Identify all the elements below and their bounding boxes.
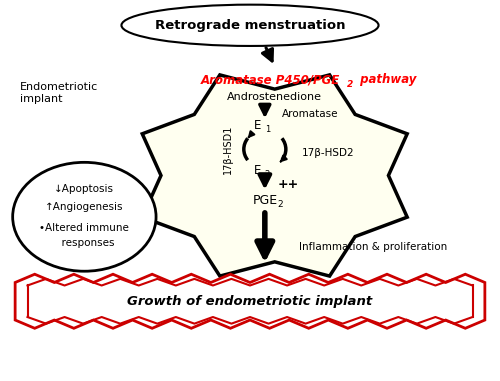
Text: 2: 2 [348,80,354,89]
Ellipse shape [122,5,378,46]
Text: Inflammation & proliferation: Inflammation & proliferation [300,242,448,252]
Text: Endometriotic
implant: Endometriotic implant [20,82,98,104]
Text: ↑Angiogenesis: ↑Angiogenesis [45,202,124,212]
Text: 1: 1 [264,125,270,134]
Text: 17β-HSD2: 17β-HSD2 [302,148,354,158]
Polygon shape [15,274,485,328]
Circle shape [12,162,156,271]
Text: ++: ++ [277,178,298,191]
Text: 17β-HSD1: 17β-HSD1 [223,125,233,174]
Text: pathway: pathway [356,73,416,86]
Text: ↓Apoptosis: ↓Apoptosis [54,184,114,194]
Text: Androstenedione: Androstenedione [227,92,322,102]
Text: Growth of endometriotic implant: Growth of endometriotic implant [128,295,372,308]
Text: Retrograde menstruation: Retrograde menstruation [155,19,345,32]
Text: Aromatase: Aromatase [282,109,339,118]
Text: Aromatase P450/PGE: Aromatase P450/PGE [200,73,340,86]
Text: 2: 2 [278,200,283,209]
Text: E: E [254,165,261,178]
Text: E: E [254,119,261,133]
Text: •Altered immune: •Altered immune [40,223,130,233]
Polygon shape [142,75,407,276]
Text: PGE: PGE [252,194,278,207]
Text: 2: 2 [264,170,270,179]
Text: responses: responses [54,238,114,248]
